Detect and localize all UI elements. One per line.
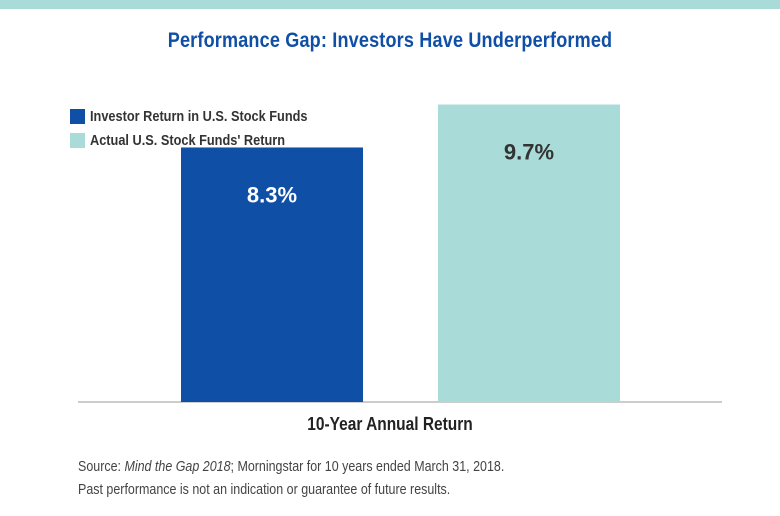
source-italic-title: Mind the Gap 2018 bbox=[124, 459, 231, 475]
source-note: Source: Mind the Gap 2018; Morningstar f… bbox=[78, 456, 504, 502]
source-prefix: Source: bbox=[78, 459, 125, 475]
data-label-investor-return: 8.3% bbox=[247, 182, 297, 207]
legend-swatch-investor-return bbox=[70, 108, 85, 124]
chart-legend: Investor Return in U.S. Stock Funds Actu… bbox=[70, 104, 346, 152]
data-label-fund-return: 9.7% bbox=[504, 140, 554, 165]
chart-title: Performance Gap: Investors Have Underper… bbox=[167, 29, 613, 52]
bar-fund-return bbox=[438, 104, 620, 403]
legend-item-fund-return: Actual U.S. Stock Funds' Return bbox=[70, 128, 346, 152]
legend-swatch-fund-return bbox=[70, 132, 85, 148]
legend-label-investor-return: Investor Return in U.S. Stock Funds bbox=[90, 107, 308, 125]
bar-investor-return bbox=[181, 147, 363, 402]
legend-item-investor-return: Investor Return in U.S. Stock Funds bbox=[70, 104, 346, 128]
top-accent-band bbox=[0, 0, 780, 9]
x-axis-label: 10-Year Annual Return bbox=[307, 414, 473, 434]
source-suffix: ; Morningstar for 10 years ended March 3… bbox=[230, 459, 505, 475]
legend-label-fund-return: Actual U.S. Stock Funds' Return bbox=[90, 131, 286, 149]
source-line: Source: Mind the Gap 2018; Morningstar f… bbox=[78, 456, 504, 479]
disclaimer-line: Past performance is not an indication or… bbox=[78, 482, 451, 498]
